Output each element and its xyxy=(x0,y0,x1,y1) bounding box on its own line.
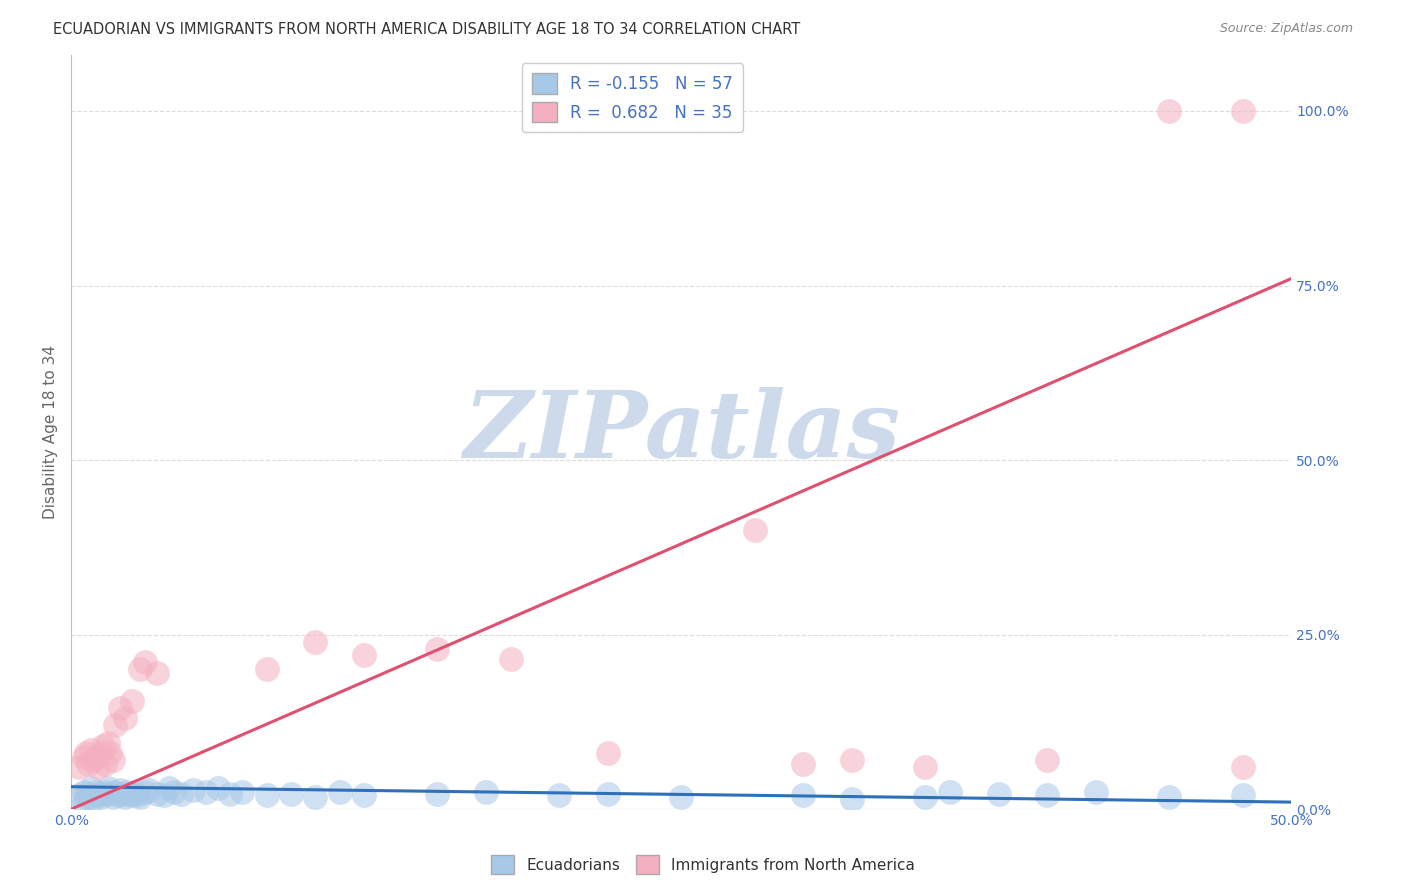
Point xyxy=(256,788,278,802)
Point xyxy=(94,784,117,798)
Point xyxy=(170,787,193,801)
Point xyxy=(353,788,375,802)
Point xyxy=(1159,103,1181,118)
Point xyxy=(1232,103,1254,118)
Point xyxy=(353,648,375,663)
Point xyxy=(67,760,90,774)
Point xyxy=(426,641,449,656)
Point xyxy=(181,782,204,797)
Point xyxy=(80,781,103,796)
Point xyxy=(121,694,143,708)
Text: Source: ZipAtlas.com: Source: ZipAtlas.com xyxy=(1219,22,1353,36)
Point xyxy=(87,788,110,802)
Point xyxy=(98,746,121,760)
Point xyxy=(1232,788,1254,802)
Point xyxy=(97,736,120,750)
Point xyxy=(84,784,107,798)
Point xyxy=(475,784,498,798)
Point xyxy=(329,784,352,798)
Point xyxy=(87,760,110,774)
Text: ZIPatlas: ZIPatlas xyxy=(463,387,900,477)
Legend: Ecuadorians, Immigrants from North America: Ecuadorians, Immigrants from North Ameri… xyxy=(485,849,921,880)
Point xyxy=(118,788,141,802)
Point xyxy=(91,739,114,754)
Point xyxy=(104,718,127,732)
Point xyxy=(1232,760,1254,774)
Text: ECUADORIAN VS IMMIGRANTS FROM NORTH AMERICA DISABILITY AGE 18 TO 34 CORRELATION : ECUADORIAN VS IMMIGRANTS FROM NORTH AMER… xyxy=(53,22,800,37)
Point xyxy=(914,760,936,774)
Point xyxy=(101,789,124,804)
Point xyxy=(128,789,150,804)
Point xyxy=(1036,753,1059,767)
Point xyxy=(304,789,326,804)
Point xyxy=(598,746,620,760)
Point xyxy=(134,784,156,798)
Point xyxy=(91,787,114,801)
Point xyxy=(792,756,814,771)
Point xyxy=(207,781,229,796)
Point xyxy=(792,788,814,802)
Point xyxy=(124,784,146,798)
Point xyxy=(84,749,107,764)
Point xyxy=(108,782,131,797)
Point xyxy=(280,787,302,801)
Point xyxy=(194,784,217,798)
Point xyxy=(219,787,242,801)
Point xyxy=(104,784,127,798)
Point xyxy=(77,756,100,771)
Point xyxy=(938,784,960,798)
Point xyxy=(121,787,143,801)
Point xyxy=(138,782,160,797)
Point xyxy=(598,787,620,801)
Point xyxy=(80,743,103,757)
Point xyxy=(914,789,936,804)
Point xyxy=(548,788,571,802)
Point xyxy=(256,663,278,677)
Point xyxy=(72,795,94,809)
Point xyxy=(101,753,124,767)
Point xyxy=(98,787,121,801)
Point xyxy=(163,784,186,798)
Point xyxy=(231,784,253,798)
Point xyxy=(134,656,156,670)
Point xyxy=(94,756,117,771)
Point xyxy=(145,787,167,801)
Point xyxy=(90,746,112,760)
Point xyxy=(117,784,139,798)
Point xyxy=(72,784,94,798)
Point xyxy=(82,791,104,805)
Point xyxy=(671,789,693,804)
Point xyxy=(145,665,167,680)
Point xyxy=(304,634,326,648)
Point xyxy=(153,788,176,802)
Y-axis label: Disability Age 18 to 34: Disability Age 18 to 34 xyxy=(44,345,58,519)
Point xyxy=(107,788,129,802)
Point xyxy=(97,781,120,796)
Point xyxy=(128,663,150,677)
Point xyxy=(82,753,104,767)
Point xyxy=(114,789,136,804)
Point xyxy=(114,711,136,725)
Point xyxy=(108,701,131,715)
Point xyxy=(1159,789,1181,804)
Point xyxy=(841,753,863,767)
Legend: R = -0.155   N = 57, R =  0.682   N = 35: R = -0.155 N = 57, R = 0.682 N = 35 xyxy=(522,63,744,133)
Point xyxy=(75,789,97,804)
Point xyxy=(1085,784,1108,798)
Point xyxy=(90,789,112,804)
Point xyxy=(75,746,97,760)
Point xyxy=(987,787,1010,801)
Point xyxy=(77,787,100,801)
Point xyxy=(499,652,522,666)
Point xyxy=(841,791,863,805)
Point xyxy=(111,787,134,801)
Point xyxy=(157,781,180,796)
Point xyxy=(1036,788,1059,802)
Point xyxy=(744,523,766,537)
Point xyxy=(72,749,94,764)
Point xyxy=(67,788,90,802)
Point xyxy=(426,787,449,801)
Point xyxy=(127,788,149,802)
